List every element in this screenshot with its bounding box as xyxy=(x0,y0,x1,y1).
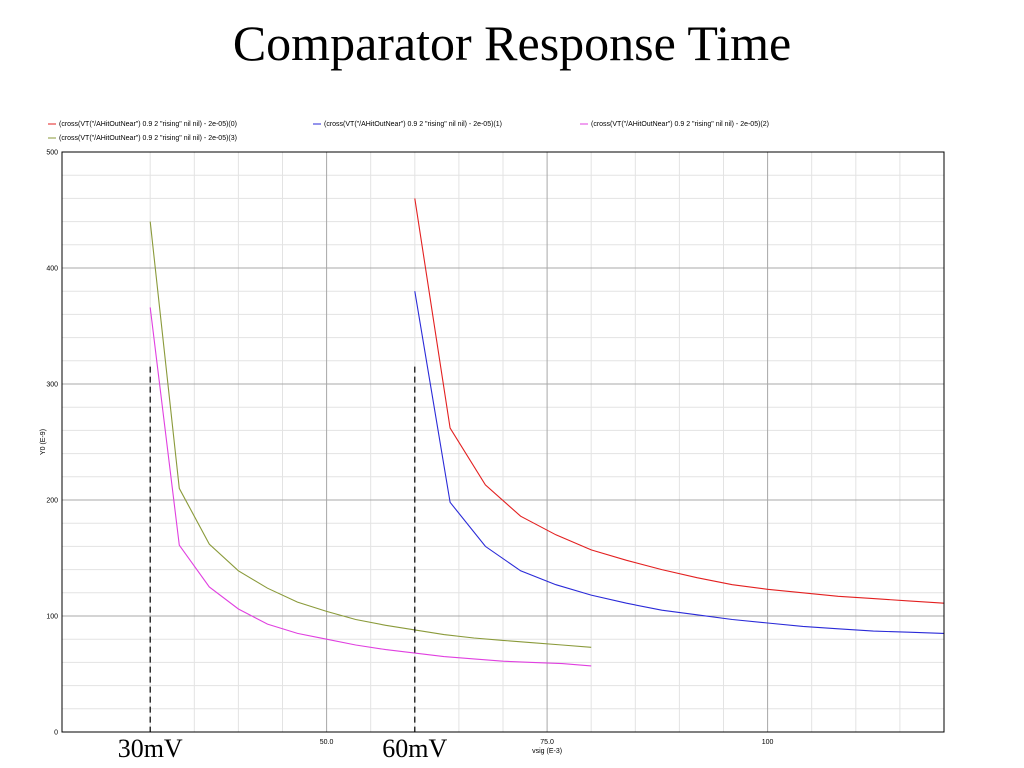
y-tick-label: 0 xyxy=(54,730,58,737)
legend-entry-1: (cross(VT("/AHitOutNear") 0.9 2 "rising"… xyxy=(324,121,502,128)
y-tick-label: 300 xyxy=(46,382,58,389)
x-tick-label: 50.0 xyxy=(320,739,334,746)
minor-grid xyxy=(62,152,944,732)
y-tick-label: 500 xyxy=(46,150,58,157)
ticks: 0 100 200 300 400 500 50.0 75.0 100 xyxy=(46,150,773,747)
series-line-0 xyxy=(414,198,945,604)
legend: (cross(VT("/AHitOutNear") 0.9 2 "rising"… xyxy=(48,121,769,142)
x-tick-label: 75.0 xyxy=(540,739,554,746)
y-axis-label: Y0 (E-9) xyxy=(40,429,47,455)
annotations: 30mV 60mV xyxy=(118,366,448,763)
slide-title: Comparator Response Time xyxy=(232,15,792,71)
x-tick-label: 100 xyxy=(762,739,774,746)
y-tick-label: 100 xyxy=(46,614,58,621)
plot-frame xyxy=(61,151,945,733)
series-line-2 xyxy=(149,307,592,667)
series-line-3 xyxy=(149,221,592,648)
series-line-1 xyxy=(414,291,945,634)
y-tick-label: 200 xyxy=(46,498,58,505)
annotation-label-0: 30mV xyxy=(118,734,183,763)
annotation-label-1: 60mV xyxy=(382,734,447,763)
series-lines xyxy=(149,198,945,667)
legend-entry-2: (cross(VT("/AHitOutNear") 0.9 2 "rising"… xyxy=(591,121,769,128)
legend-entry-0: (cross(VT("/AHitOutNear") 0.9 2 "rising"… xyxy=(59,121,237,128)
x-axis-label: vsig (E-3) xyxy=(532,748,562,755)
y-tick-label: 400 xyxy=(46,266,58,273)
legend-entry-3: (cross(VT("/AHitOutNear") 0.9 2 "rising"… xyxy=(59,135,237,142)
